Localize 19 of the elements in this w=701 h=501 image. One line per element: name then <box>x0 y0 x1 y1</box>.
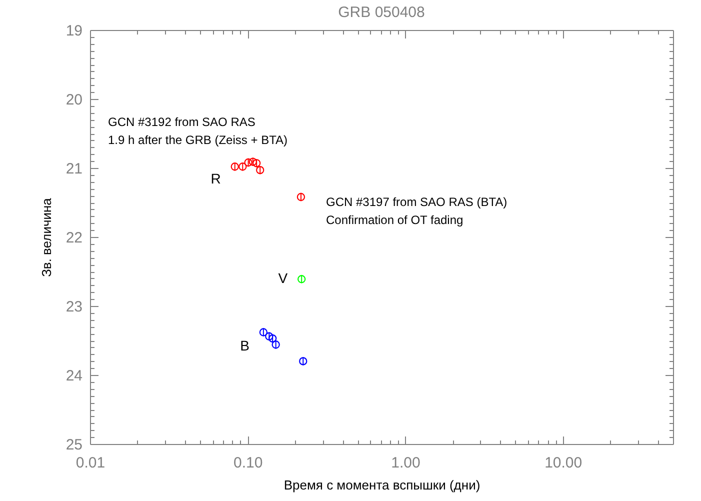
y-tick-label: 20 <box>66 92 82 108</box>
y-tick-label: 23 <box>66 298 82 316</box>
chart-title: GRB 050408 <box>338 4 425 21</box>
x-tick-label: 1.00 <box>391 454 420 472</box>
series-label: V <box>278 270 288 286</box>
x-tick-label: 0.01 <box>76 454 106 472</box>
y-tick-label: 24 <box>66 368 82 384</box>
y-axis-title: Зв. величина <box>38 197 54 277</box>
y-tick-label: 22 <box>66 230 82 246</box>
annotation: GCN #3192 from SAO RAS 1.9 h after the GRB (Zeiss + BTA) <box>108 115 288 147</box>
x-tick-label: 10.00 <box>544 454 582 472</box>
series-label: R <box>210 170 221 186</box>
y-tick-label: 21 <box>66 160 82 178</box>
x-tick-label: 0.10 <box>234 454 263 472</box>
x-axis-title: Время с момента вспышки (дни) <box>284 478 480 492</box>
y-tick-label: 19 <box>66 22 82 40</box>
series-label: B <box>240 338 250 354</box>
y-tick-label: 25 <box>66 436 82 454</box>
annotation: GCN #3197 from SAO RAS (BTA) Confirmation of OT fading <box>326 195 508 227</box>
